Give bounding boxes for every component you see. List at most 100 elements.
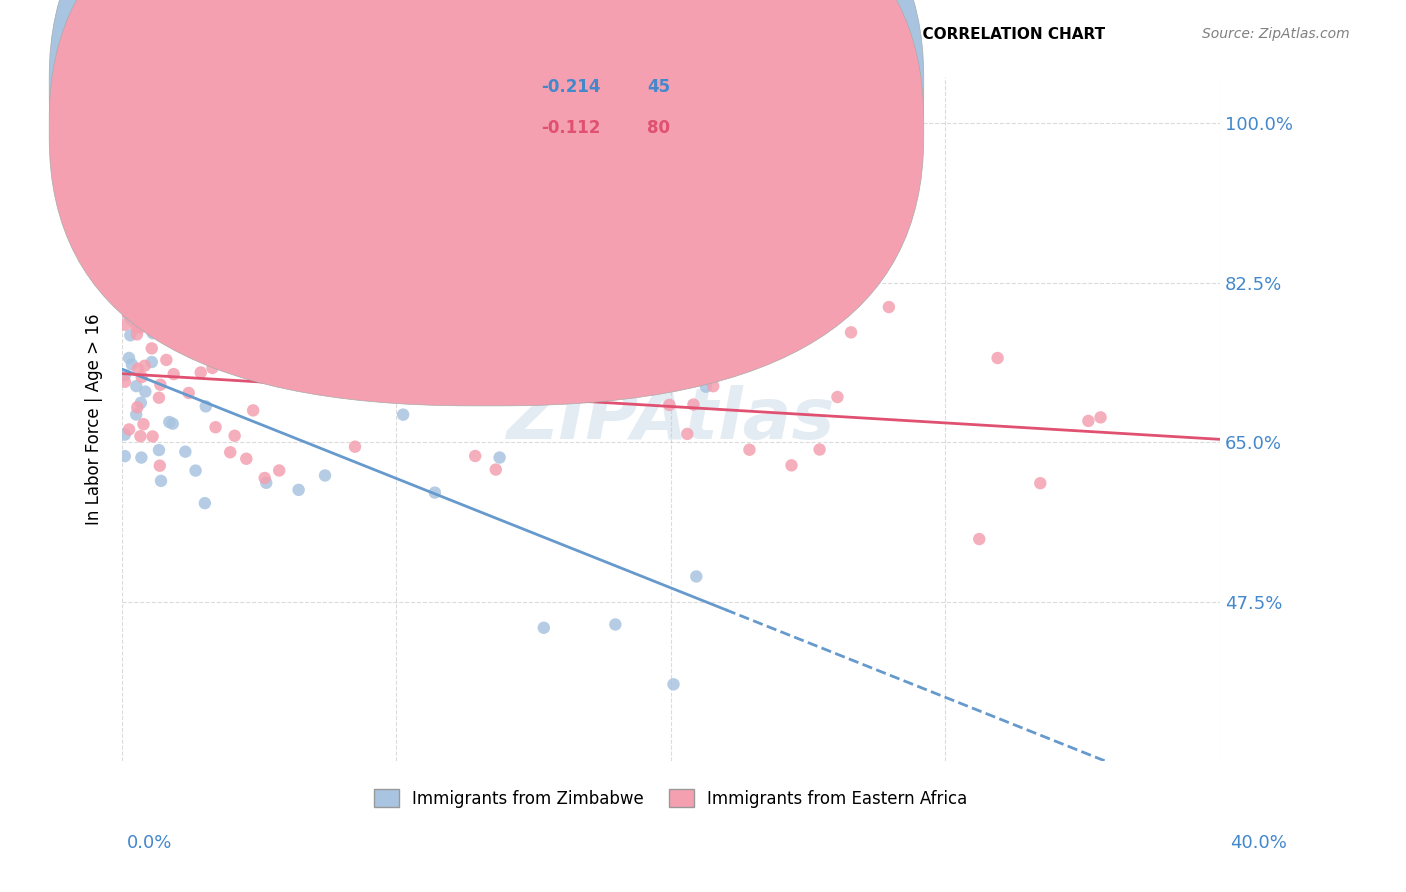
Point [702, 379, 724, 393]
Point [1029, 476, 1052, 491]
Point [120, 301, 142, 315]
Text: -0.214: -0.214 [541, 78, 600, 95]
Point [115, 189, 138, 203]
Point [136, 297, 159, 311]
Point [125, 320, 148, 334]
Point [131, 450, 153, 465]
Point [233, 359, 256, 374]
Text: R =: R = [509, 120, 550, 137]
Point [125, 379, 148, 393]
Text: R =: R = [509, 78, 546, 95]
Point [401, 386, 423, 401]
Point [114, 318, 136, 332]
Point [121, 358, 143, 372]
Point [194, 400, 217, 414]
Text: N =: N = [616, 120, 652, 137]
Point [157, 415, 180, 429]
Point [117, 294, 139, 309]
Point [114, 427, 136, 442]
Point [125, 318, 148, 332]
Point [132, 417, 155, 432]
Point [392, 408, 415, 422]
Point [162, 417, 184, 431]
Point [224, 429, 246, 443]
Point [662, 677, 685, 691]
Point [114, 375, 136, 389]
Point [194, 496, 217, 510]
Point [269, 463, 291, 477]
Point [254, 475, 277, 490]
Point [148, 443, 170, 458]
Point [242, 403, 264, 417]
Point [738, 442, 761, 457]
Point [165, 206, 187, 220]
Point [177, 386, 200, 401]
Point [150, 474, 173, 488]
Point [190, 366, 212, 380]
Point [153, 315, 176, 329]
Point [125, 327, 148, 342]
Point [231, 318, 253, 333]
Point [120, 309, 142, 323]
Point [488, 450, 510, 465]
Point [120, 328, 142, 343]
Point [987, 351, 1010, 365]
Point [877, 300, 900, 314]
Point [149, 327, 172, 342]
Point [129, 320, 152, 334]
Point [174, 444, 197, 458]
Point [1090, 410, 1112, 425]
Point [118, 309, 141, 323]
Point [531, 328, 554, 343]
Legend: Immigrants from Zimbabwe, Immigrants from Eastern Africa: Immigrants from Zimbabwe, Immigrants fro… [367, 783, 974, 814]
Text: Source: ZipAtlas.com: Source: ZipAtlas.com [1202, 27, 1350, 41]
Point [118, 351, 141, 365]
Point [278, 366, 301, 380]
Point [533, 621, 555, 635]
Text: 45: 45 [647, 78, 669, 95]
Point [132, 301, 155, 315]
Text: 80: 80 [647, 120, 669, 137]
Point [176, 293, 198, 307]
Point [141, 355, 163, 369]
Point [201, 360, 224, 375]
Point [839, 326, 862, 340]
Point [328, 292, 350, 306]
Point [148, 391, 170, 405]
Point [149, 458, 172, 473]
Point [150, 288, 173, 302]
Point [184, 464, 207, 478]
Point [315, 378, 337, 392]
Point [236, 361, 259, 376]
Point [129, 396, 152, 410]
Point [114, 368, 136, 382]
Point [118, 422, 141, 436]
Point [180, 313, 202, 327]
Point [163, 367, 186, 381]
Point [827, 390, 849, 404]
Point [125, 311, 148, 326]
Point [135, 291, 157, 305]
Text: 40.0%: 40.0% [1230, 834, 1286, 852]
Point [127, 361, 149, 376]
Text: N =: N = [616, 78, 652, 95]
Point [605, 617, 627, 632]
Point [219, 445, 242, 459]
Text: IMMIGRANTS FROM ZIMBABWE VS IMMIGRANTS FROM EASTERN AFRICA IN LABOR FORCE | AGE : IMMIGRANTS FROM ZIMBABWE VS IMMIGRANTS F… [56, 27, 1105, 43]
Point [343, 440, 366, 454]
Point [423, 485, 446, 500]
Point [131, 370, 153, 384]
Point [1077, 414, 1099, 428]
Point [464, 449, 486, 463]
Point [685, 569, 707, 583]
Text: -0.112: -0.112 [541, 120, 600, 137]
Point [114, 304, 136, 318]
Point [134, 359, 156, 373]
Point [166, 287, 188, 301]
Point [235, 451, 257, 466]
Point [256, 252, 278, 267]
Point [485, 462, 508, 476]
Text: ZIPAtlas: ZIPAtlas [506, 384, 835, 454]
Point [204, 420, 226, 434]
Point [129, 429, 152, 443]
